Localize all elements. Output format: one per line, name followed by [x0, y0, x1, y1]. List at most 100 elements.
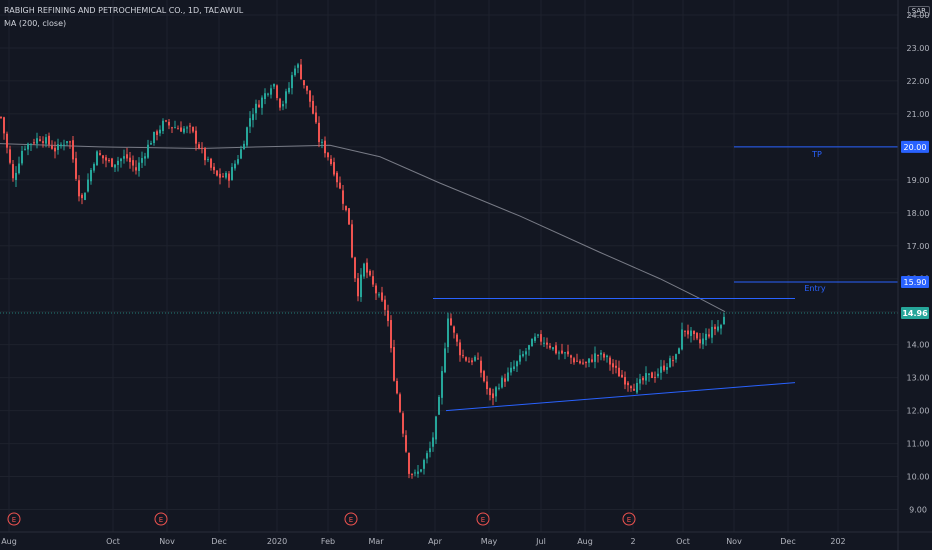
candle-body: [0, 116, 2, 118]
candle-body: [129, 157, 131, 163]
price-axis-label-entry: 15.90: [904, 278, 927, 287]
candle-body: [624, 377, 626, 385]
currency-badge[interactable]: SAR: [907, 6, 930, 16]
candle-body: [657, 373, 659, 377]
candle-body: [111, 158, 113, 167]
candle-body: [375, 285, 377, 294]
candle-body: [660, 366, 662, 373]
candle-body: [147, 144, 149, 158]
candle-body: [282, 104, 284, 107]
time-tick-label: Dec: [211, 537, 226, 546]
candle-body: [297, 64, 299, 68]
time-tick-label: Aug: [1, 537, 17, 546]
candle-body: [504, 378, 506, 382]
candle-body: [189, 125, 191, 127]
candle-body: [612, 363, 614, 368]
candle-body: [9, 149, 11, 163]
candle-body: [705, 333, 707, 341]
candle-body: [618, 367, 620, 377]
candle-body: [114, 164, 116, 168]
candle-body: [222, 176, 224, 178]
candle-body: [204, 147, 206, 161]
candle-body: [432, 437, 434, 447]
candle-body: [348, 208, 350, 225]
candle-body: [603, 353, 605, 358]
earnings-marker[interactable]: [344, 512, 358, 526]
price-tick-label: 19.00: [907, 176, 930, 185]
candle-body: [723, 316, 725, 325]
candle-body: [447, 318, 449, 348]
candle-body: [288, 87, 290, 93]
time-tick-label: Apr: [428, 537, 443, 546]
candle-body: [168, 121, 170, 126]
candle-body: [597, 355, 599, 357]
moving-average-200: [0, 143, 726, 313]
candle-body: [429, 448, 431, 453]
earnings-marker[interactable]: [154, 512, 168, 526]
candle-body: [471, 360, 473, 363]
price-tick-label: 18.00: [907, 209, 930, 218]
candle-body: [588, 358, 590, 363]
candle-body: [477, 358, 479, 360]
symbol-title: RABIGH REFINING AND PETROCHEMICAL CO., 1…: [4, 6, 244, 15]
price-tick-label: 12.00: [907, 407, 930, 416]
candle-body: [516, 361, 518, 367]
candle-body: [108, 159, 110, 161]
candle-body: [15, 172, 17, 181]
earnings-marker[interactable]: [7, 512, 21, 526]
trendline[interactable]: [445, 382, 796, 412]
candle-body: [228, 173, 230, 181]
earnings-marker[interactable]: [622, 512, 636, 526]
candle-body: [246, 127, 248, 146]
candle-body: [57, 144, 59, 150]
candle-body: [450, 318, 452, 326]
candle-body: [72, 140, 74, 160]
candle-body: [720, 325, 722, 329]
candle-body: [423, 460, 425, 469]
candle-body: [486, 381, 488, 390]
candle-body: [717, 326, 719, 331]
candle-body: [495, 387, 497, 397]
ma-200-line[interactable]: [0, 143, 726, 313]
candle-body: [81, 194, 83, 199]
candle-body: [126, 154, 128, 159]
candle-body: [654, 376, 656, 378]
candle-body: [681, 329, 683, 350]
candle-body: [276, 85, 278, 98]
candle-body: [3, 117, 5, 134]
indicator-legend[interactable]: MA (200, close): [4, 19, 67, 28]
candle-body: [333, 162, 335, 175]
candle-body: [303, 80, 305, 86]
candle-body: [615, 365, 617, 368]
candle-body: [312, 100, 314, 114]
candle-body: [21, 150, 23, 164]
candle-body: [621, 374, 623, 378]
price-tick-label: 10.00: [907, 473, 930, 482]
price-tick-label: 13.00: [907, 374, 930, 383]
candle-body: [63, 144, 65, 146]
candle-body: [627, 382, 629, 386]
candle-body: [690, 330, 692, 336]
candle-body: [699, 339, 701, 344]
candle-body: [117, 160, 119, 165]
candle-body: [255, 103, 257, 114]
chart-grid: [0, 0, 898, 532]
earnings-marker[interactable]: [476, 512, 490, 526]
candle-body: [468, 361, 470, 363]
candle-body: [558, 352, 560, 354]
time-tick-label: 2020: [267, 537, 287, 546]
candle-body: [663, 365, 665, 371]
time-tick-label: 202: [830, 537, 845, 546]
candle-body: [174, 127, 176, 129]
candle-body: [390, 320, 392, 349]
candle-body: [183, 128, 185, 133]
candle-body: [645, 373, 647, 381]
candle-body: [561, 350, 563, 354]
candle-body: [267, 93, 269, 95]
candle-body: [552, 347, 554, 350]
candle-body: [405, 435, 407, 452]
candle-body: [366, 262, 368, 273]
candle-body: [456, 334, 458, 342]
candle-body: [630, 386, 632, 389]
